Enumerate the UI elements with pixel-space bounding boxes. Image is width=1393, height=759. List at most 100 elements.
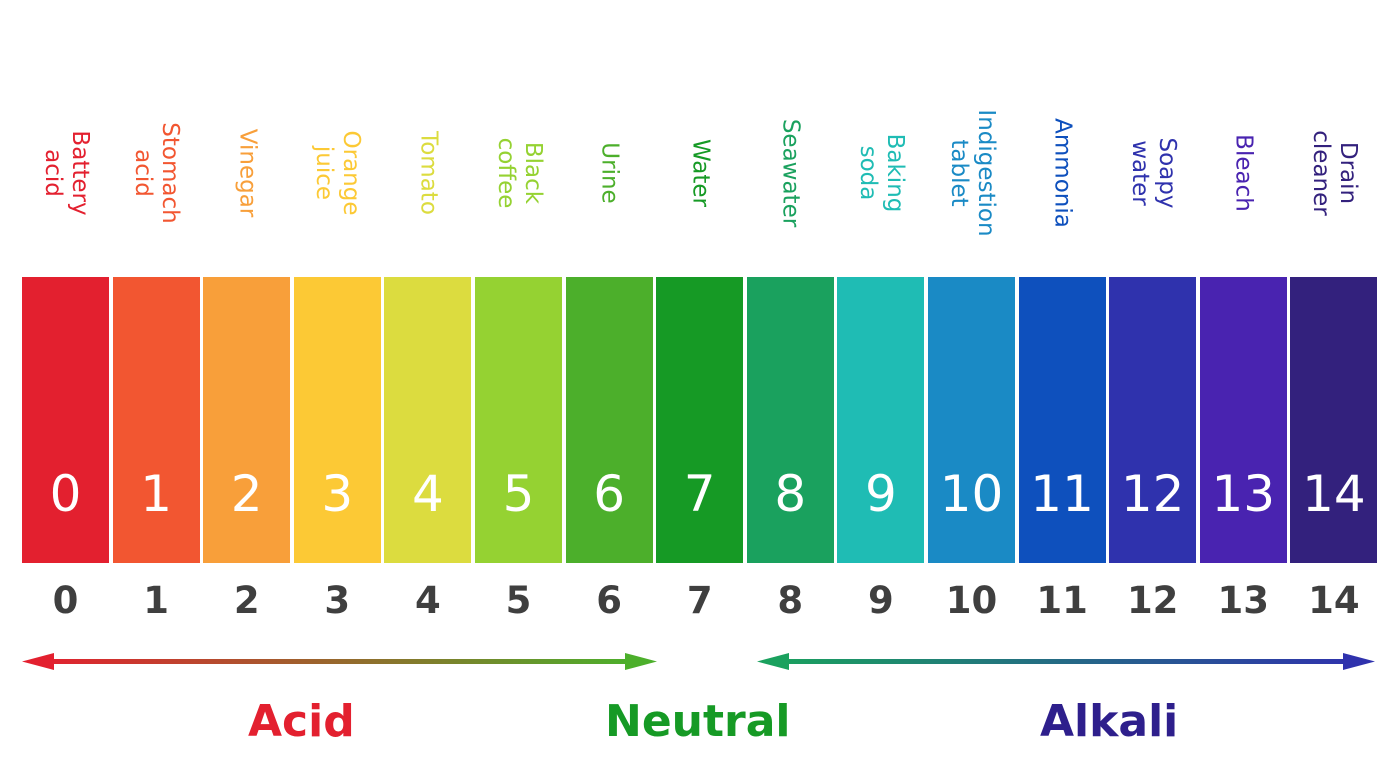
ph-color-bar bbox=[928, 277, 1015, 563]
scale-tick-label: 7 bbox=[686, 579, 713, 622]
ph-level-6: Urine 6 6 bbox=[565, 0, 653, 759]
scale-tick-label: 1 bbox=[143, 579, 169, 622]
ph-color-bar bbox=[746, 277, 834, 563]
bar-value-label: 10 bbox=[939, 465, 1004, 523]
substance-label: Vinegar bbox=[234, 128, 261, 217]
substance-label: Seawater bbox=[777, 118, 804, 227]
acid-range-arrow bbox=[22, 653, 657, 670]
neutral-label: Neutral bbox=[605, 696, 791, 747]
substance-label-wrap: Black coffee bbox=[475, 80, 562, 265]
scale-tick-label: 3 bbox=[324, 579, 351, 622]
ph-color-bar bbox=[203, 277, 291, 563]
ph-color-bar bbox=[1199, 277, 1287, 563]
substance-label-wrap: Drain cleaner bbox=[1290, 80, 1377, 265]
substance-label-wrap: Battery acid bbox=[22, 80, 109, 265]
ph-level-11: Ammonia 11 11 bbox=[1018, 0, 1106, 759]
substance-label: Drain cleaner bbox=[1307, 129, 1361, 216]
scale-tick-label: 13 bbox=[1217, 579, 1270, 622]
ph-color-bar bbox=[565, 277, 653, 563]
range-arrows bbox=[22, 653, 1375, 670]
ph-level-2: Vinegar 2 2 bbox=[203, 0, 291, 759]
ph-color-bar bbox=[293, 277, 381, 563]
substance-label: Indigestion tablet bbox=[945, 108, 999, 237]
substance-label-wrap: Water bbox=[656, 80, 743, 265]
ph-color-bar bbox=[1290, 277, 1378, 563]
scale-tick-label: 12 bbox=[1126, 579, 1179, 622]
ph-level-14: Drain cleaner 14 14 bbox=[1290, 0, 1378, 759]
substance-label: Urine bbox=[596, 141, 623, 204]
acid-label: Acid bbox=[248, 696, 355, 747]
substance-label-wrap: Vinegar bbox=[203, 80, 290, 265]
scale-tick-label: 6 bbox=[596, 579, 622, 622]
ph-level-8: Seawater 8 8 bbox=[746, 0, 834, 759]
scale-tick-label: 8 bbox=[777, 579, 804, 622]
substance-label-wrap: Bleach bbox=[1200, 80, 1287, 265]
ph-color-bar bbox=[384, 277, 472, 563]
bar-value-label: 9 bbox=[864, 465, 897, 523]
substance-label-wrap: Seawater bbox=[747, 80, 834, 265]
left-arrowhead bbox=[757, 653, 789, 670]
ph-level-10: Indigestion tablet 10 10 bbox=[928, 0, 1015, 759]
scale-tick-label: 2 bbox=[233, 579, 260, 622]
scale-tick-label: 4 bbox=[415, 579, 441, 622]
ph-color-bar bbox=[1018, 277, 1106, 563]
bar-value-label: 14 bbox=[1302, 465, 1366, 523]
substance-label: Orange juice bbox=[311, 130, 365, 215]
ph-color-bar bbox=[656, 277, 744, 563]
right-arrowhead bbox=[625, 653, 657, 670]
ph-level-13: Bleach 13 13 bbox=[1199, 0, 1287, 759]
substance-label: Bleach bbox=[1230, 133, 1257, 212]
alkali-range-arrow bbox=[757, 653, 1375, 670]
substance-label-wrap: Tomato bbox=[384, 80, 471, 265]
bar-value-label: 12 bbox=[1120, 465, 1185, 523]
scale-tick-label: 11 bbox=[1036, 579, 1088, 622]
bar-value-label: 11 bbox=[1030, 465, 1094, 523]
bar-value-label: 8 bbox=[774, 465, 807, 523]
alkali-label: Alkali bbox=[1040, 696, 1179, 747]
ph-level-3: Orange juice 3 3 bbox=[293, 0, 381, 759]
substance-label: Baking soda bbox=[854, 133, 908, 212]
bar-value-label: 0 bbox=[49, 465, 82, 523]
bar-value-label: 5 bbox=[502, 465, 535, 523]
substance-label-wrap: Orange juice bbox=[294, 80, 381, 265]
left-arrowhead bbox=[22, 653, 54, 670]
scale-tick-label: 0 bbox=[52, 579, 79, 622]
bar-value-label: 3 bbox=[321, 465, 354, 523]
bar-value-label: 1 bbox=[140, 465, 172, 523]
bar-value-label: 13 bbox=[1211, 465, 1276, 523]
ph-level-12: Soapy water 12 12 bbox=[1109, 0, 1197, 759]
right-arrowhead bbox=[1343, 653, 1375, 670]
substance-label: Black coffee bbox=[492, 137, 546, 208]
substance-label: Tomato bbox=[415, 130, 442, 215]
ph-level-9: Baking soda 9 9 bbox=[837, 0, 925, 759]
scale-tick-label: 9 bbox=[868, 579, 894, 622]
ph-level-1: Stomach acid 1 1 bbox=[112, 0, 200, 759]
ph-color-bar bbox=[475, 277, 562, 563]
scale-tick-label: 5 bbox=[505, 579, 532, 622]
substance-label-wrap: Soapy water bbox=[1109, 80, 1196, 265]
substance-label: Water bbox=[687, 138, 714, 207]
substance-label-wrap: Urine bbox=[566, 80, 653, 265]
substance-label-wrap: Ammonia bbox=[1019, 80, 1106, 265]
substance-label-wrap: Indigestion tablet bbox=[928, 80, 1015, 265]
ph-color-bar bbox=[1109, 277, 1197, 563]
substance-label: Ammonia bbox=[1049, 117, 1076, 228]
bar-value-label: 2 bbox=[230, 465, 263, 523]
ph-color-bar bbox=[22, 277, 109, 563]
bar-value-label: 6 bbox=[593, 465, 625, 523]
ph-level-0: Battery acid 0 0 bbox=[22, 0, 109, 759]
ph-color-bar bbox=[112, 277, 200, 563]
substance-label-wrap: Stomach acid bbox=[113, 80, 200, 265]
substance-label: Soapy water bbox=[1126, 137, 1180, 208]
ph-level-5: Black coffee 5 5 bbox=[475, 0, 562, 759]
ph-level-7: Water 7 7 bbox=[656, 0, 744, 759]
bar-value-label: 4 bbox=[411, 465, 444, 523]
ph-level-4: Tomato 4 4 bbox=[384, 0, 472, 759]
ph-color-bar bbox=[837, 277, 925, 563]
substance-label: Stomach acid bbox=[130, 121, 184, 224]
substance-label: Battery acid bbox=[39, 129, 93, 216]
scale-tick-label: 10 bbox=[945, 579, 998, 622]
bar-value-label: 7 bbox=[683, 465, 716, 523]
scale-tick-label: 14 bbox=[1308, 579, 1360, 622]
